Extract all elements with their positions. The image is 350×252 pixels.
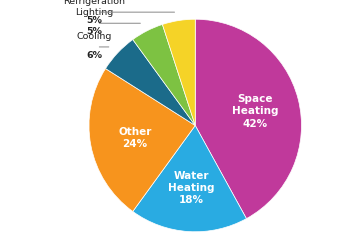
Wedge shape: [133, 25, 195, 126]
Wedge shape: [89, 69, 195, 212]
Text: 6%: 6%: [86, 51, 102, 60]
Text: Other
24%: Other 24%: [118, 126, 152, 149]
Wedge shape: [195, 20, 301, 219]
Text: Cooling: Cooling: [76, 32, 112, 41]
Text: Space
Heating
42%: Space Heating 42%: [232, 93, 278, 128]
Wedge shape: [105, 40, 195, 126]
Wedge shape: [162, 20, 195, 126]
Text: 5%: 5%: [86, 16, 102, 25]
Text: Refrigeration: Refrigeration: [63, 0, 125, 6]
Text: Lighting: Lighting: [75, 8, 113, 17]
Wedge shape: [133, 126, 246, 232]
Text: 5%: 5%: [86, 27, 102, 36]
Text: Water
Heating
18%: Water Heating 18%: [168, 170, 215, 205]
